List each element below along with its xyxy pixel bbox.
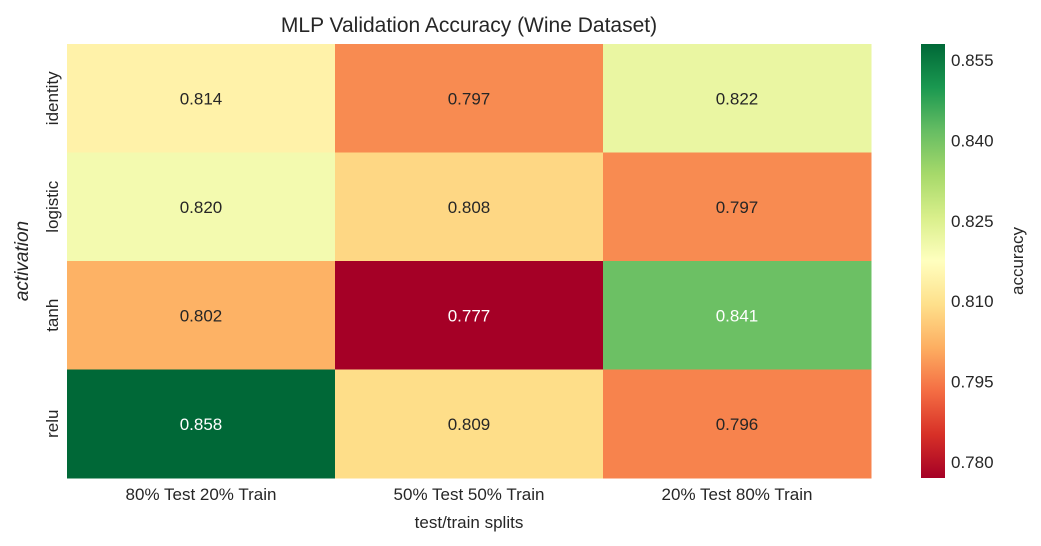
colorbar-label: accuracy [1008,226,1027,295]
heatmap-cell [603,261,872,370]
x-tick-labels: 80% Test 20% Train 50% Test 50% Train 20% … [126,485,813,504]
colorbar-tick-label: 0.810 [951,292,994,311]
cell-value-label: 0.858 [180,415,223,434]
cell-value-label: 0.802 [180,306,223,325]
cell-value-label: 0.797 [716,198,759,217]
y-tick-label: identity [43,71,62,125]
cell-value-label: 0.809 [448,415,491,434]
colorbar-tick-labels: 0.780 0.795 0.810 0.825 0.840 0.855 [951,51,994,472]
heatmap-cell [67,44,336,153]
heatmap-cell-labels: 0.814 0.797 0.822 0.820 0.808 0.797 0.802 0.777… [180,89,759,434]
y-axis-label: activation [12,221,33,301]
colorbar-tick-label: 0.780 [951,453,994,472]
heatmap-cell [603,152,872,262]
heatmap-cell [335,369,604,479]
heatmap-cells [67,44,872,479]
cell-value-label: 0.841 [716,306,759,325]
colorbar-tick-label: 0.840 [951,131,994,150]
colorbar-tick-label: 0.855 [951,51,994,70]
cell-value-label: 0.797 [448,89,491,108]
heatmap-cell [335,44,604,153]
x-tick-label: 20% Test 80% Train [662,485,813,504]
y-tick-labels: identity logistic tanh relu [43,71,62,438]
colorbar-tick-label: 0.795 [951,373,994,392]
chart-title: MLP Validation Accuracy (Wine Dataset) [281,14,657,37]
cell-value-label: 0.796 [716,415,759,434]
x-tick-label: 80% Test 20% Train [126,485,277,504]
cell-value-label: 0.808 [448,198,491,217]
y-tick-label: tanh [43,299,62,332]
heatmap-cell [335,261,604,370]
heatmap-cell [67,261,336,370]
y-tick-label: relu [43,410,62,438]
cell-value-label: 0.814 [180,89,223,108]
y-tick-label: logistic [43,180,62,232]
cell-value-label: 0.822 [716,89,759,108]
heatmap-cell [603,369,872,479]
x-axis-label: test/train splits [415,513,524,532]
x-tick-label: 50% Test 50% Train [394,485,545,504]
colorbar-tick-label: 0.825 [951,212,994,231]
colorbar [921,44,945,478]
cell-value-label: 0.777 [448,306,491,325]
heatmap-cell [335,152,604,262]
heatmap-cell [67,369,336,479]
cell-value-label: 0.820 [180,198,223,217]
heatmap-cell [603,44,872,153]
heatmap-cell [67,152,336,262]
